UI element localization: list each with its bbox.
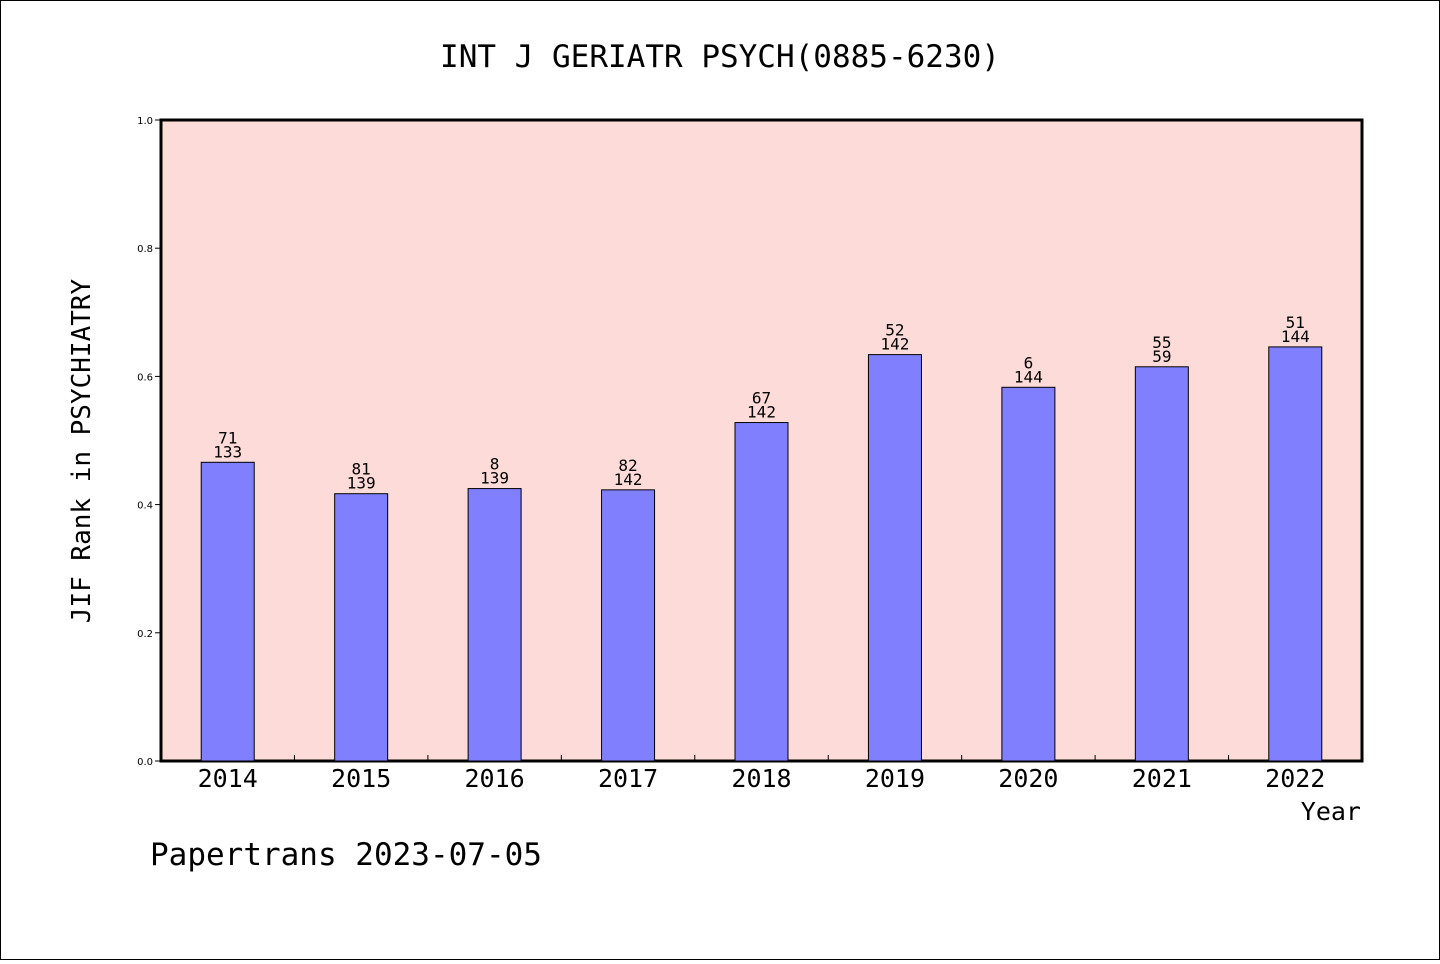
bar: [1134, 366, 1189, 762]
bar-label-total: 142: [880, 335, 909, 354]
bar-label-rank: 52: [885, 321, 904, 340]
y-tick-label: 0.0: [137, 757, 153, 768]
bar: [200, 461, 255, 762]
bar-label-total: 144: [1014, 367, 1043, 386]
bar-label-total: 144: [1281, 327, 1310, 346]
bar-label-rank: 6: [1024, 353, 1034, 372]
bar-label-rank: 71: [218, 428, 237, 447]
bar-label-total: 142: [614, 470, 643, 489]
bar: [1001, 386, 1056, 762]
bar: [1268, 346, 1323, 762]
bar-label-rank: 81: [352, 460, 371, 479]
bars-group: 7113381139813982142671425214261445559511…: [200, 313, 1323, 762]
bar-label-total: 139: [480, 469, 509, 488]
bar-label-rank: 82: [618, 456, 637, 475]
x-tick-label: 2021: [1132, 764, 1192, 793]
bar: [334, 493, 389, 762]
bar: [867, 354, 922, 762]
bar-label-rank: 51: [1286, 313, 1305, 332]
y-axis-label: JIF Rank in PSYCHIATRY: [67, 278, 97, 623]
chart-title: INT J GERIATR PSYCH(0885-6230): [440, 39, 1000, 75]
x-tick-label: 2016: [465, 764, 525, 793]
x-tick-label: 2018: [731, 764, 791, 793]
x-tick-label: 2022: [1265, 764, 1325, 793]
bar-label-rank: 55: [1152, 333, 1171, 352]
bar-label-total: 139: [347, 474, 376, 493]
x-axis-label: Year: [1301, 797, 1361, 826]
bar-label-total: 133: [213, 442, 242, 461]
x-tick-label: 2019: [865, 764, 925, 793]
y-tick-label: 0.6: [137, 372, 153, 383]
bar-label-rank: 8: [490, 455, 500, 474]
bar: [734, 422, 789, 762]
y-axis: 0.0 0.2 0.4 0.6 0.8 1.0: [137, 116, 161, 768]
x-axis: 2014 2015 2016 2017 2018 2019 2020 2021 2022: [198, 755, 1325, 793]
y-tick-label: 0.8: [137, 244, 153, 255]
bar-label-rank: 67: [752, 389, 771, 408]
y-tick-label: 1.0: [137, 116, 153, 127]
x-tick-label: 2015: [331, 764, 391, 793]
x-tick-label: 2020: [998, 764, 1058, 793]
y-tick-label: 0.4: [137, 501, 153, 512]
x-tick-label: 2017: [598, 764, 658, 793]
bar: [601, 489, 656, 762]
bar-label-total: 142: [747, 403, 776, 422]
y-tick-label: 0.2: [137, 629, 153, 640]
x-tick-label: 2014: [198, 764, 258, 793]
bar-label-total: 59: [1152, 347, 1171, 366]
bar: [467, 488, 522, 762]
footer-text: Papertrans 2023-07-05: [150, 837, 542, 873]
